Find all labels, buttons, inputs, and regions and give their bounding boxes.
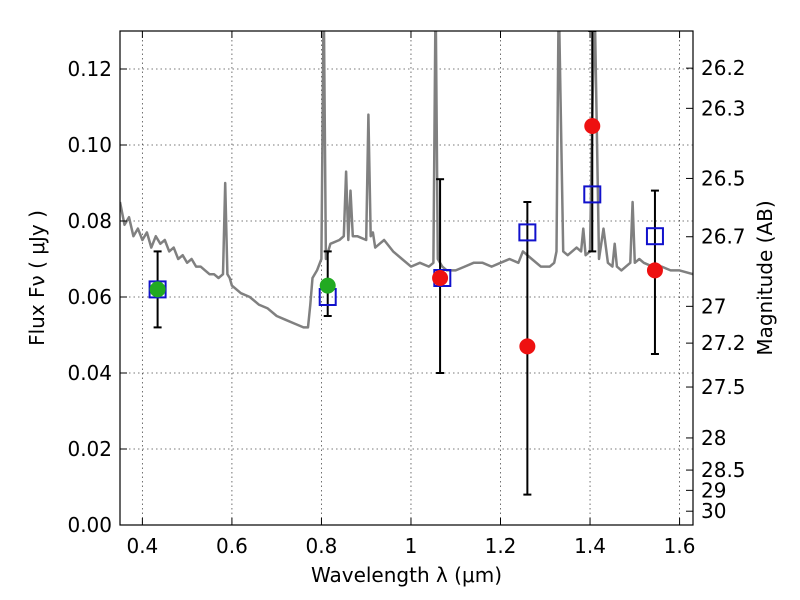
x-tick-label: 1.2 xyxy=(485,534,517,558)
y2-tick-label: 28.5 xyxy=(701,458,746,482)
observed-point xyxy=(432,270,449,286)
grid-lines xyxy=(120,31,693,525)
spectrum-line xyxy=(120,31,693,329)
tick-marks xyxy=(120,31,693,526)
y2-tick-label: 26.5 xyxy=(701,166,746,190)
y2-tick-label: 30 xyxy=(701,499,726,523)
x-tick-label: 1 xyxy=(405,534,418,558)
model-square xyxy=(518,223,537,242)
x-tick-label: 1.4 xyxy=(574,534,606,558)
y2-tick-label: 27.5 xyxy=(701,375,746,399)
observed-point xyxy=(149,281,166,298)
observed-photometry-layer xyxy=(149,118,663,355)
spectrum-layer xyxy=(120,31,693,329)
model-square xyxy=(583,185,602,204)
y-tick-label: 0.06 xyxy=(67,285,112,309)
y2-tick-label: 27.2 xyxy=(701,331,746,355)
x-tick-labels: 0.4 0.6 0.8 1 1.2 1.4 1.6 xyxy=(126,534,695,558)
y-tick-label: 0.00 xyxy=(67,513,112,537)
y-tick-labels: 0.00 0.02 0.04 0.06 0.08 0.10 0.12 xyxy=(67,57,112,537)
y2-axis-label: Magnitude (AB) xyxy=(753,200,777,355)
plot-frame xyxy=(119,30,694,526)
x-tick-label: 1.6 xyxy=(664,534,696,558)
y-tick-label: 0.10 xyxy=(67,133,112,157)
observed-point xyxy=(319,277,336,294)
y2-tick-label: 28 xyxy=(701,426,726,450)
y-tick-label: 0.04 xyxy=(67,361,112,385)
x-tick-label: 0.6 xyxy=(216,534,248,558)
y-tick-label: 0.08 xyxy=(67,209,112,233)
y2-tick-label: 29 xyxy=(701,478,726,502)
y2-tick-label: 26.7 xyxy=(701,225,746,249)
x-axis-label: Wavelength λ (μm) xyxy=(311,563,502,587)
observed-point xyxy=(646,262,663,279)
y-tick-label: 0.12 xyxy=(67,57,112,81)
y-tick-label: 0.02 xyxy=(67,437,112,461)
y-axis-label: Flux Fν ( μJy ) xyxy=(25,210,49,346)
model-square xyxy=(645,227,664,246)
y2-tick-label: 27 xyxy=(701,294,726,318)
observed-point xyxy=(584,118,601,134)
x-tick-label: 0.4 xyxy=(126,534,158,558)
y2-tick-label: 26.2 xyxy=(701,56,746,80)
y2-tick-label: 26.3 xyxy=(701,96,746,120)
observed-point xyxy=(519,338,536,355)
x-tick-label: 0.8 xyxy=(306,534,338,558)
